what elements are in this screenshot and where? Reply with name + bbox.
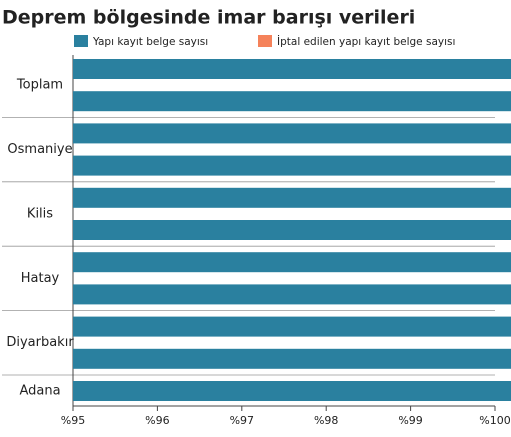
legend-swatch: [258, 35, 272, 47]
bar-segment: [73, 123, 511, 144]
x-tick-label: %97: [230, 414, 254, 427]
chart-title: Deprem bölgesinde imar barışı verileri: [2, 7, 415, 29]
x-tick-label: %95: [61, 414, 85, 427]
category-label: Toplam: [16, 78, 63, 93]
bar-segment: [73, 59, 511, 79]
bar-segment: [73, 91, 511, 112]
bar-segment: [73, 381, 511, 401]
bar-segment: [73, 220, 511, 240]
legend-label: İptal edilen yapı kayıt belge sayısı: [277, 35, 455, 48]
legend-label: Yapı kayıt belge sayısı: [92, 36, 208, 48]
category-label: Adana: [19, 384, 60, 399]
category-label: Diyarbakır: [6, 335, 74, 350]
bar-segment: [73, 316, 511, 337]
x-tick-label: %96: [145, 414, 169, 427]
bar-segment: [73, 187, 511, 208]
category-label: Kilis: [27, 206, 53, 221]
category-label: Hatay: [21, 271, 60, 286]
bar-segment: [73, 348, 511, 369]
x-tick-label: %98: [314, 414, 338, 427]
x-tick-label: %99: [398, 414, 422, 427]
x-tick-label: %100: [479, 414, 510, 427]
bar-segment: [73, 284, 511, 305]
legend-swatch: [74, 35, 88, 47]
bar-segment: [73, 155, 511, 176]
bar-segment: [73, 252, 511, 273]
category-label: Osmaniye: [7, 142, 72, 157]
